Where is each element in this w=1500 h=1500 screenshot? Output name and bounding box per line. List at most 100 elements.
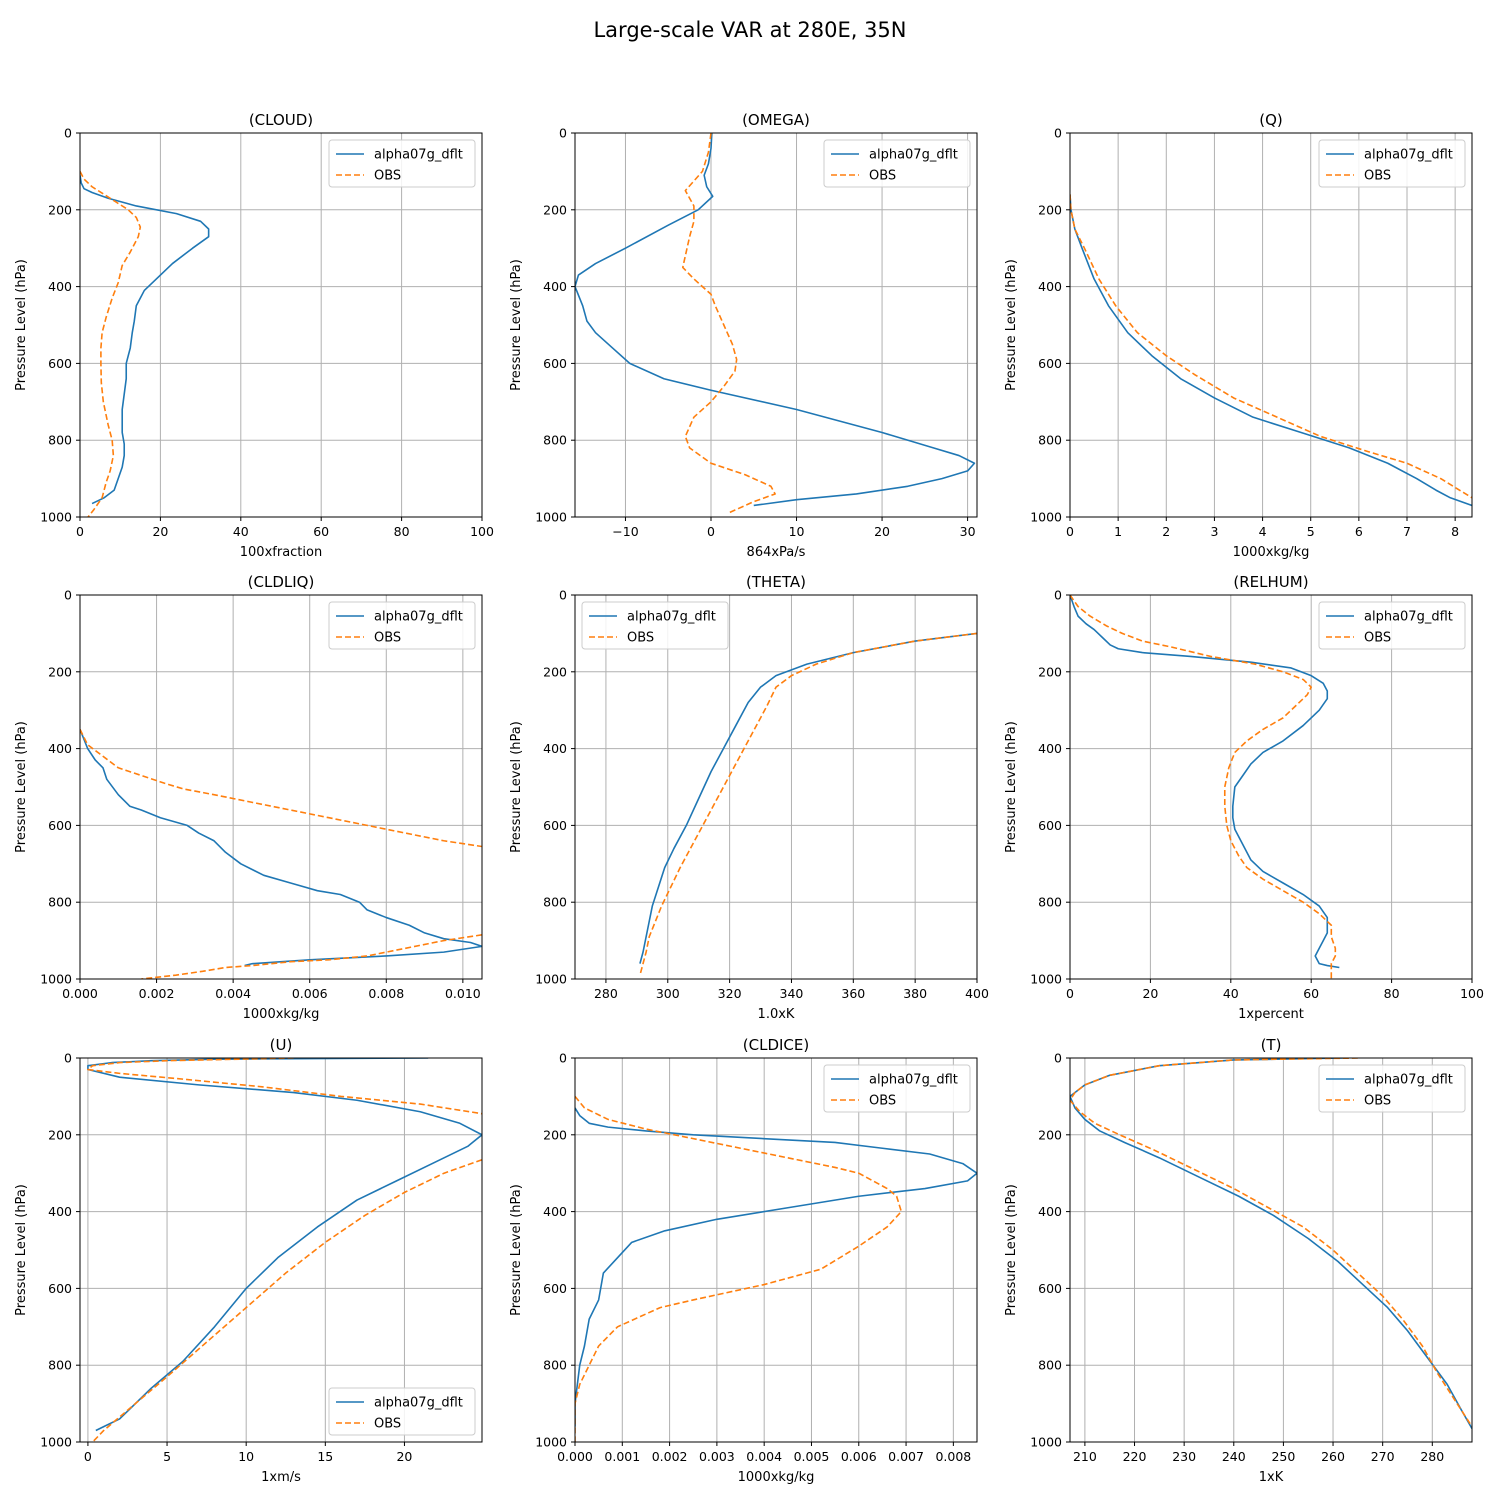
y-axis-label: Pressure Level (hPa) (1004, 1184, 1019, 1316)
y-tick-label: 0 (1054, 588, 1062, 603)
legend-box (1318, 139, 1466, 188)
y-tick-label: 0 (64, 588, 72, 603)
x-tick-label: 320 (718, 986, 742, 1001)
y-tick-label: 0 (1054, 126, 1062, 141)
x-tick-label: 360 (841, 986, 865, 1001)
x-tick-label: 0.010 (445, 986, 481, 1001)
series-group (1070, 595, 1340, 979)
y-axis-label: Pressure Level (hPa) (14, 721, 29, 853)
y-tick-label: 400 (1038, 1204, 1062, 1219)
legend-label: alpha07g_dflt (374, 1396, 463, 1411)
model-line (575, 1107, 977, 1427)
x-axis-label: 1xm/s (261, 1470, 301, 1485)
model-line (87, 1058, 482, 1432)
axes-frame (1069, 1057, 1473, 1443)
x-tick-label: 3 (1210, 524, 1218, 539)
series-group (87, 1058, 482, 1442)
axes-frame (79, 132, 483, 518)
panel-title: (RELHUM) (1233, 573, 1308, 591)
legend-box (328, 601, 476, 650)
legend-label: alpha07g_dflt (1364, 1073, 1453, 1088)
obs-line (80, 729, 482, 848)
x-tick-label: 0.001 (604, 1449, 640, 1464)
x-tick-label: 20 (396, 1449, 412, 1464)
x-tick-label: 240 (1222, 1449, 1246, 1464)
y-tick-label: 600 (543, 1281, 567, 1296)
obs-line (575, 1095, 903, 1442)
panel-title: (Q) (1259, 111, 1283, 129)
y-tick-label: 0 (1054, 1051, 1062, 1066)
x-axis-label: 1xK (1259, 1470, 1284, 1485)
y-tick-label: 400 (543, 279, 567, 294)
y-tick-label: 800 (48, 1358, 72, 1373)
x-tick-label: 5 (163, 1449, 171, 1464)
obs-line (639, 632, 977, 976)
x-tick-label: 40 (233, 524, 249, 539)
x-tick-label: 7 (1403, 524, 1411, 539)
x-tick-label: 0.005 (794, 1449, 830, 1464)
series-group (575, 1095, 977, 1442)
x-tick-label: 5 (1307, 524, 1315, 539)
axes-frame (574, 1057, 978, 1443)
legend-box (1318, 1064, 1466, 1113)
obs-line (92, 1159, 482, 1442)
x-tick-label: 340 (780, 986, 804, 1001)
model-line (639, 632, 977, 964)
y-tick-label: 600 (48, 1281, 72, 1296)
legend: alpha07g_dflt OBS (581, 601, 729, 650)
x-axis-label: 1xpercent (1238, 1007, 1304, 1022)
obs-line (80, 171, 142, 517)
model-line (80, 729, 482, 967)
model-line (1070, 1058, 1472, 1429)
x-tick-label: 0.008 (935, 1449, 971, 1464)
y-tick-label: 1000 (535, 1435, 567, 1450)
y-tick-label: 1000 (1030, 1435, 1062, 1450)
x-tick-label: 10 (789, 524, 805, 539)
x-axis-label: 864xPa/s (747, 545, 806, 560)
x-tick-label: 380 (903, 986, 927, 1001)
series-group (639, 632, 977, 976)
y-tick-label: 1000 (1030, 972, 1062, 987)
model-line (1070, 595, 1340, 969)
legend-label: alpha07g_dflt (374, 610, 463, 625)
legend-label: OBS (869, 1094, 896, 1109)
x-tick-label: 0.006 (841, 1449, 877, 1464)
y-tick-label: 200 (543, 1127, 567, 1142)
panel-title: (THETA) (746, 573, 806, 591)
y-tick-label: 1000 (40, 1435, 72, 1450)
y-tick-label: 1000 (535, 510, 567, 525)
x-tick-label: 210 (1073, 1449, 1097, 1464)
legend: alpha07g_dflt OBS (1318, 601, 1466, 650)
y-tick-label: 800 (1038, 1358, 1062, 1373)
y-tick-label: 0 (64, 1051, 72, 1066)
legend-label: OBS (374, 631, 401, 646)
y-tick-label: 200 (48, 202, 72, 217)
x-tick-label: 30 (960, 524, 976, 539)
x-tick-label: 4 (1259, 524, 1267, 539)
x-tick-label: 0.004 (746, 1449, 782, 1464)
legend-label: OBS (374, 1417, 401, 1432)
x-tick-label: 40 (1223, 986, 1239, 1001)
panel-5: 280 300 320 340 360 380 400 0 200 400 600 800 1000 (T… (509, 573, 989, 1022)
axes-frame (1069, 594, 1473, 980)
y-tick-label: 600 (543, 356, 567, 371)
x-tick-label: 250 (1271, 1449, 1295, 1464)
axes-frame (79, 1057, 483, 1443)
y-tick-label: 0 (64, 126, 72, 141)
y-tick-label: 0 (559, 126, 567, 141)
y-tick-label: 200 (543, 202, 567, 217)
x-tick-label: 15 (317, 1449, 333, 1464)
y-axis-label: Pressure Level (hPa) (1004, 259, 1019, 391)
axes-frame (1069, 132, 1473, 518)
y-axis-label: Pressure Level (hPa) (14, 259, 29, 391)
x-tick-label: 8 (1451, 524, 1459, 539)
legend-box (581, 601, 729, 650)
y-tick-label: 800 (543, 895, 567, 910)
x-axis-label: 1000xkg/kg (738, 1470, 815, 1485)
y-tick-label: 400 (543, 741, 567, 756)
legend: alpha07g_dflt OBS (328, 139, 476, 188)
y-tick-label: 400 (1038, 279, 1062, 294)
panel-2: −10 0 10 20 30 0 200 400 600 800 1000 (OMEGA) 864xPa… (509, 111, 978, 560)
panel-title: (OMEGA) (742, 111, 810, 129)
